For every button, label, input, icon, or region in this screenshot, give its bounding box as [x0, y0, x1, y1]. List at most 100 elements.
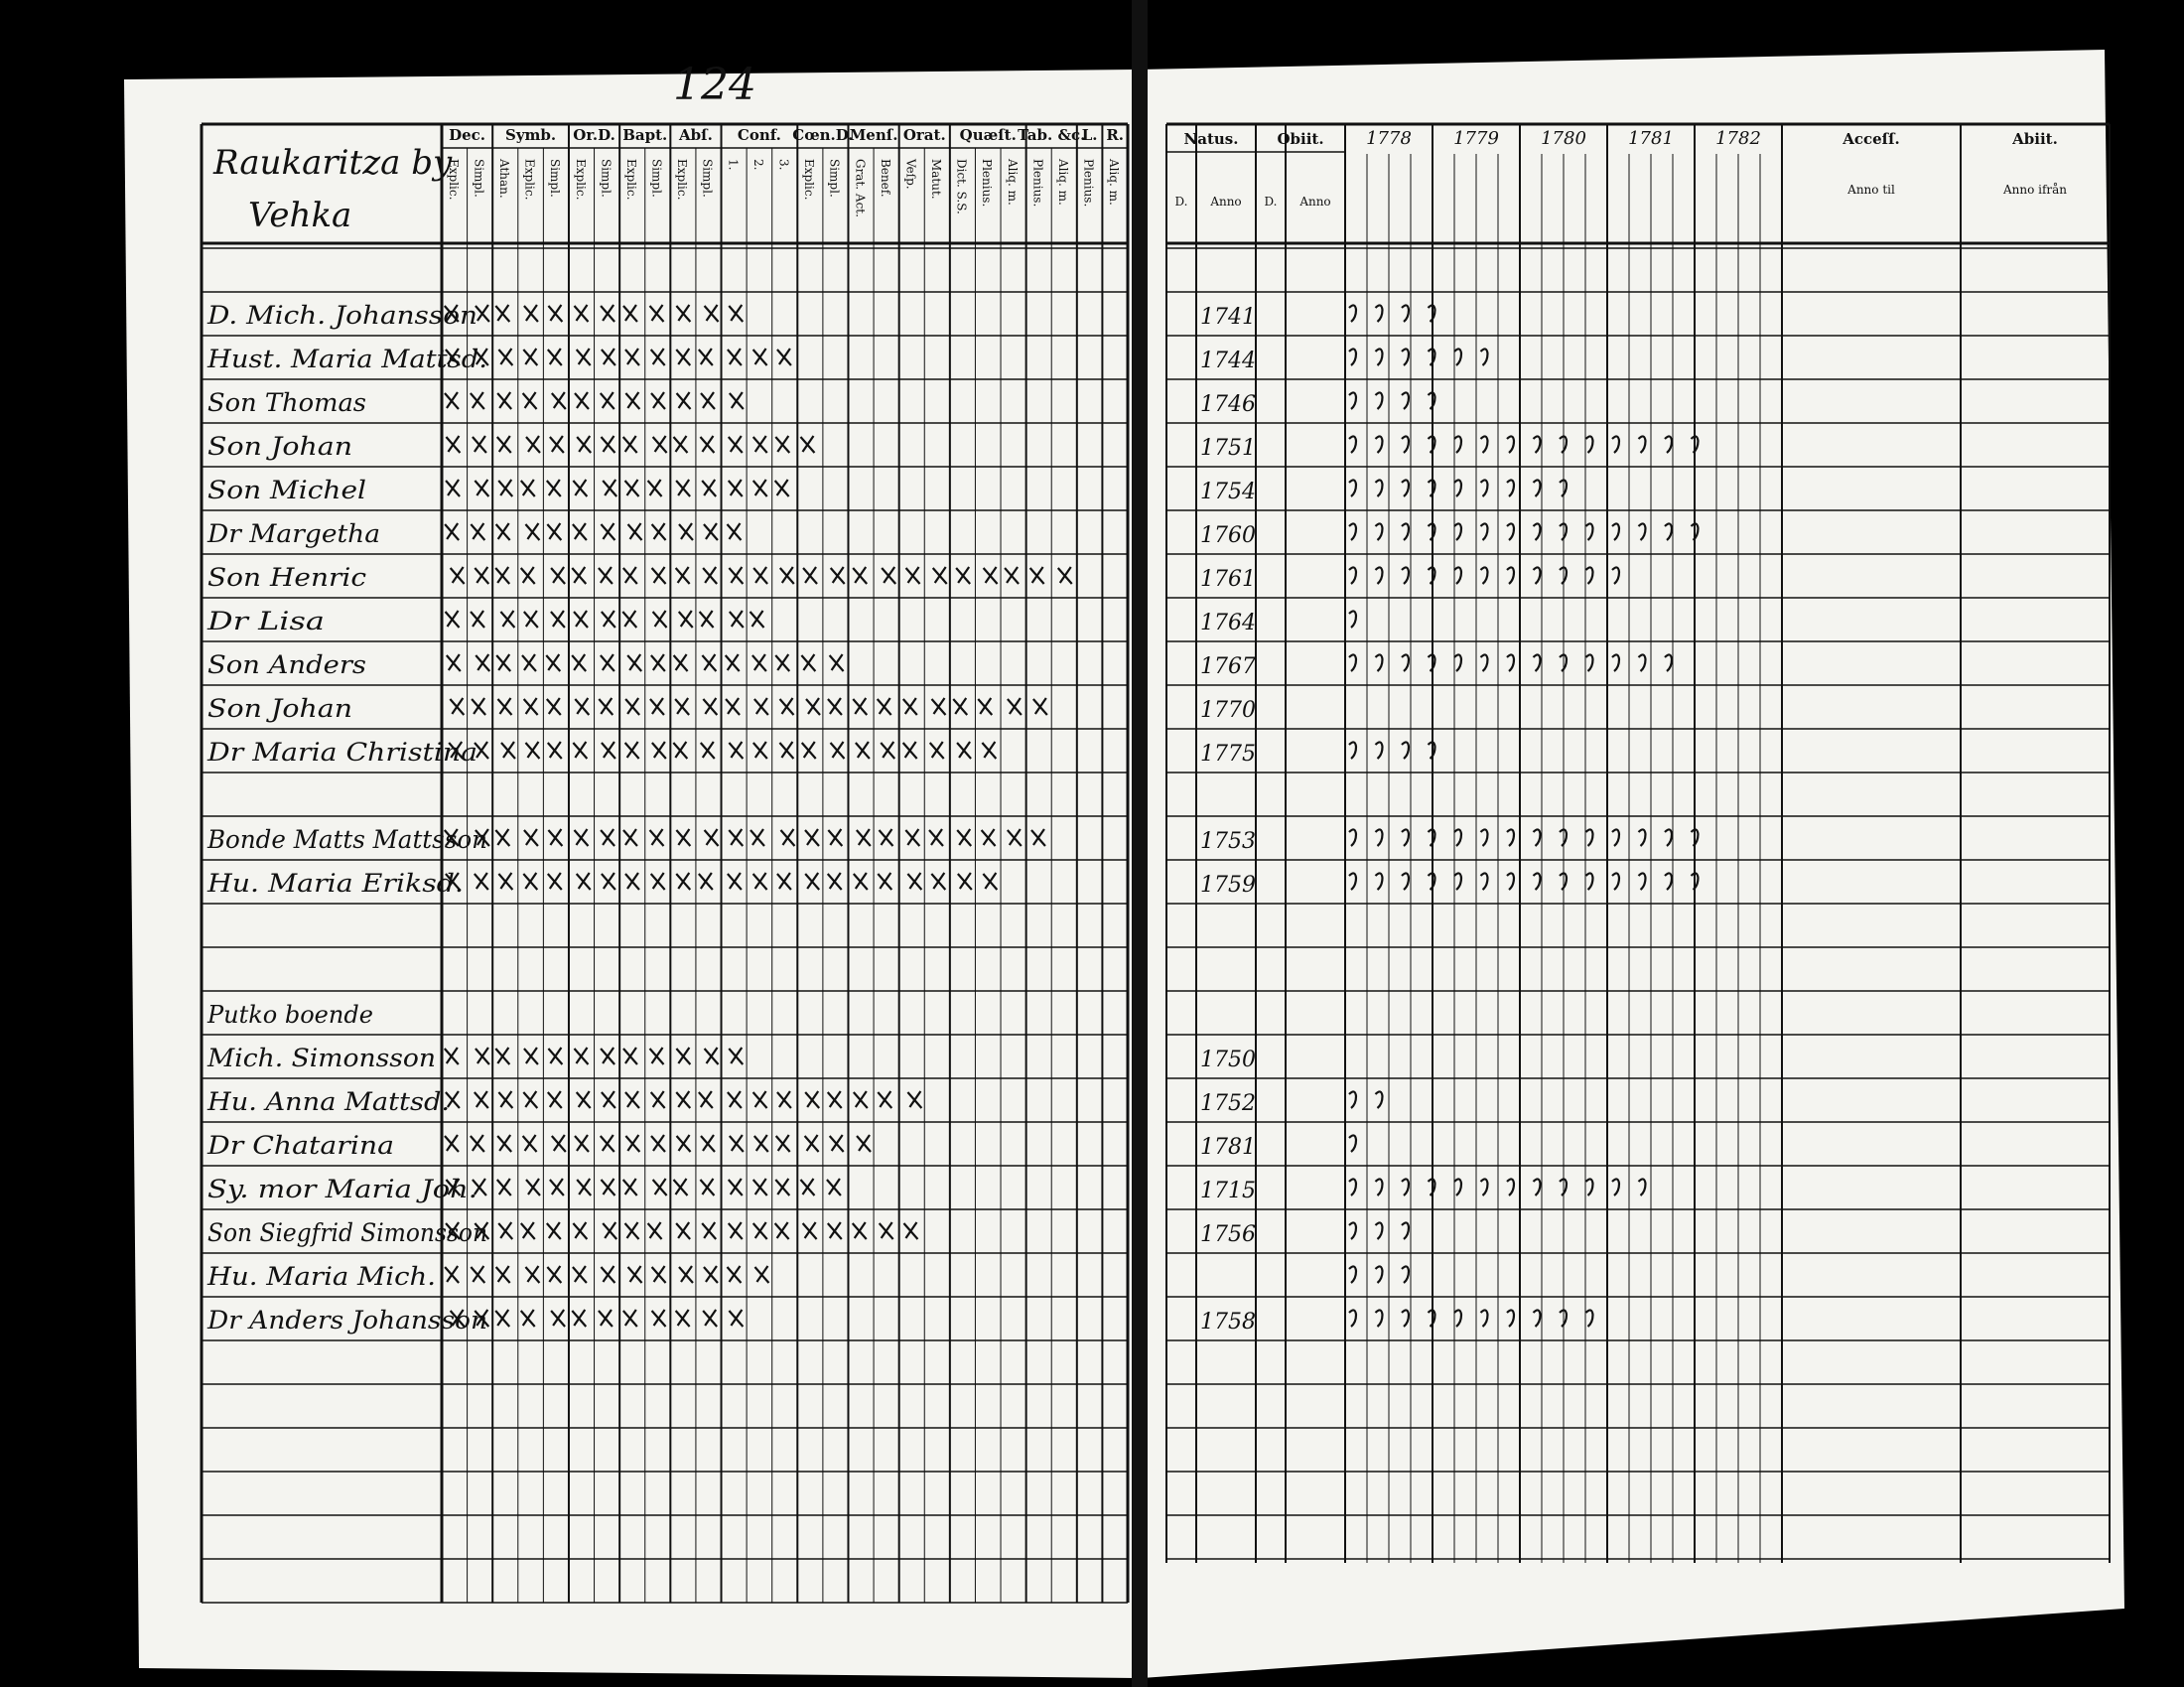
pen-mark	[826, 1090, 843, 1109]
pen-mark	[728, 828, 745, 847]
pen-mark	[804, 1090, 821, 1109]
birth-year: 1746	[1200, 392, 1256, 417]
pen-mark	[776, 872, 792, 891]
pen-mark	[649, 872, 666, 891]
attendance-mark	[1611, 522, 1621, 541]
pen-mark	[957, 872, 973, 891]
pen-mark	[600, 522, 616, 541]
pen-mark	[727, 435, 744, 454]
birth-year: 1752	[1200, 1091, 1256, 1116]
household-label: Putko boende	[206, 1001, 373, 1029]
pen-mark	[624, 348, 640, 366]
pen-mark	[470, 610, 485, 629]
pen-mark	[623, 741, 640, 760]
accessit-head: Acceſſ.	[1842, 130, 1900, 148]
pen-mark	[774, 435, 791, 454]
pen-mark	[546, 522, 563, 541]
pen-mark	[799, 435, 816, 454]
pen-mark	[550, 610, 566, 629]
attendance-mark	[1532, 479, 1542, 497]
pen-mark	[621, 610, 638, 629]
abiit-head: Abiit.	[2011, 130, 2058, 148]
pen-mark	[470, 391, 485, 410]
pen-mark	[981, 741, 998, 760]
year-head: 1778	[1366, 128, 1412, 149]
attendance-mark	[1479, 828, 1489, 847]
pen-mark	[549, 435, 565, 454]
attendance-mark	[1427, 391, 1436, 410]
attendance-mark	[1479, 653, 1489, 672]
attendance-mark	[1348, 1134, 1358, 1153]
pen-mark	[699, 435, 716, 454]
column-head: Bapt.	[622, 126, 667, 144]
person-name: Son Thomas	[207, 388, 366, 417]
pen-mark	[648, 304, 665, 323]
pen-mark	[546, 348, 563, 366]
attendance-mark	[1637, 828, 1647, 847]
pen-mark	[930, 697, 947, 716]
attendance-mark	[1611, 435, 1621, 454]
pen-mark	[928, 828, 944, 847]
pen-mark	[675, 828, 692, 847]
pen-mark	[728, 391, 745, 410]
pen-mark	[751, 741, 768, 760]
person-name: Dr Margetha	[206, 519, 380, 548]
attendance-mark	[1479, 479, 1489, 497]
attendance-mark	[1374, 479, 1384, 497]
pen-mark	[445, 1221, 461, 1240]
pen-mark	[470, 522, 486, 541]
pen-mark	[650, 1134, 666, 1153]
pen-mark	[626, 653, 643, 672]
attendance-mark	[1401, 1178, 1411, 1196]
pen-mark	[750, 828, 765, 847]
person-name: Dr Chatarina	[206, 1131, 394, 1160]
attendance-mark	[1506, 828, 1516, 847]
pen-mark	[678, 1265, 694, 1284]
pen-mark	[776, 348, 792, 366]
pen-mark	[622, 304, 638, 323]
attendance-mark	[1453, 566, 1463, 585]
attendance-mark	[1401, 653, 1411, 672]
attendance-mark	[1506, 522, 1516, 541]
pen-mark	[572, 1265, 588, 1284]
person-name: Hu. Maria Mich.	[206, 1262, 436, 1291]
pen-mark	[774, 653, 791, 672]
pen-mark	[519, 1221, 536, 1240]
pen-mark	[494, 304, 511, 323]
attendance-mark	[1374, 1309, 1384, 1328]
pen-mark	[674, 697, 690, 716]
pen-mark	[805, 697, 821, 716]
pen-mark	[525, 435, 541, 454]
natus-head: Natus.	[1184, 130, 1239, 148]
pen-mark	[547, 304, 564, 323]
attendance-mark	[1374, 348, 1384, 366]
pen-mark	[698, 610, 715, 629]
pen-mark	[649, 1090, 666, 1109]
pen-mark	[524, 1265, 541, 1284]
attendance-mark	[1559, 653, 1569, 672]
pen-mark	[725, 697, 741, 716]
pen-mark	[800, 741, 817, 760]
birth-year: 1761	[1200, 567, 1256, 592]
pen-mark	[648, 1047, 665, 1065]
birth-year: 1775	[1200, 742, 1256, 767]
column-subhead: 2.	[751, 159, 765, 170]
pen-mark	[880, 741, 896, 760]
pen-mark	[494, 828, 511, 847]
pen-mark	[749, 610, 765, 629]
pen-mark	[876, 697, 892, 716]
pen-mark	[774, 1178, 791, 1196]
attendance-mark	[1427, 872, 1436, 891]
pen-mark	[877, 1090, 893, 1109]
pen-mark	[672, 1178, 689, 1196]
column-subhead: Explic.	[802, 159, 816, 200]
pen-mark	[698, 348, 714, 366]
pen-mark	[621, 1178, 638, 1196]
pen-mark	[574, 1134, 590, 1153]
pen-mark	[495, 1178, 512, 1196]
pen-mark	[675, 1221, 691, 1240]
pen-mark	[573, 828, 590, 847]
attendance-mark	[1348, 1221, 1358, 1240]
attendance-mark	[1479, 872, 1489, 891]
attendance-mark	[1559, 828, 1569, 847]
